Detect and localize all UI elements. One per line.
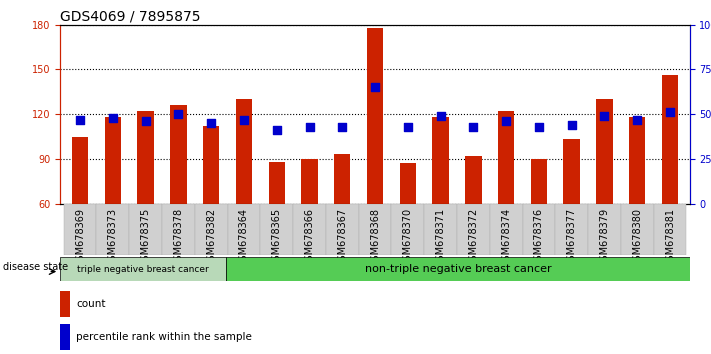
Text: GSM678377: GSM678377 — [567, 208, 577, 267]
Bar — [621, 204, 653, 255]
Text: GSM678369: GSM678369 — [75, 208, 85, 267]
Bar — [228, 204, 260, 255]
Bar — [226, 257, 690, 281]
Bar — [465, 156, 481, 204]
Point — [173, 111, 184, 117]
Text: triple negative breast cancer: triple negative breast cancer — [77, 264, 209, 274]
Text: GSM678379: GSM678379 — [599, 208, 609, 267]
Text: disease state: disease state — [3, 262, 68, 272]
Bar — [269, 162, 285, 204]
Bar — [64, 204, 97, 255]
Text: GSM678378: GSM678378 — [173, 208, 183, 267]
Bar — [60, 324, 70, 350]
Point — [402, 124, 414, 130]
Text: GSM678374: GSM678374 — [501, 208, 511, 267]
Bar — [424, 204, 457, 255]
Text: GSM678375: GSM678375 — [141, 208, 151, 267]
Point — [271, 127, 282, 133]
Bar — [530, 159, 547, 204]
Text: GSM678381: GSM678381 — [665, 208, 675, 267]
Point — [533, 124, 545, 130]
Bar — [564, 139, 580, 204]
Bar — [400, 163, 416, 204]
Point — [107, 115, 119, 121]
Point — [336, 124, 348, 130]
Text: count: count — [76, 299, 106, 309]
Point — [664, 109, 675, 115]
Bar — [60, 291, 70, 317]
Text: GSM678366: GSM678366 — [304, 208, 314, 267]
Bar — [236, 99, 252, 204]
Bar — [260, 204, 293, 255]
Bar — [490, 204, 523, 255]
Bar — [72, 137, 88, 204]
Bar — [588, 204, 621, 255]
Bar — [597, 99, 613, 204]
Point — [468, 124, 479, 130]
Bar — [392, 204, 424, 255]
Point — [205, 120, 217, 126]
Point — [631, 117, 643, 122]
Text: percentile rank within the sample: percentile rank within the sample — [76, 332, 252, 342]
Bar — [203, 126, 220, 204]
Bar — [498, 111, 514, 204]
Bar — [97, 204, 129, 255]
Point — [140, 119, 151, 124]
Text: GSM678370: GSM678370 — [403, 208, 413, 267]
Bar — [367, 28, 383, 204]
Text: GSM678364: GSM678364 — [239, 208, 249, 267]
Bar — [105, 117, 121, 204]
Bar — [137, 111, 154, 204]
Point — [566, 122, 577, 128]
Text: GSM678376: GSM678376 — [534, 208, 544, 267]
Bar — [334, 154, 351, 204]
Bar — [662, 75, 678, 204]
Text: GSM678365: GSM678365 — [272, 208, 282, 267]
Point — [435, 113, 447, 119]
Bar — [129, 204, 162, 255]
Bar — [195, 204, 228, 255]
Text: GSM678372: GSM678372 — [469, 208, 479, 267]
Text: GSM678380: GSM678380 — [632, 208, 642, 267]
Text: GDS4069 / 7895875: GDS4069 / 7895875 — [60, 10, 201, 24]
Text: GSM678371: GSM678371 — [436, 208, 446, 267]
Point — [304, 124, 315, 130]
Point — [599, 113, 610, 119]
Text: GSM678373: GSM678373 — [108, 208, 118, 267]
Bar — [432, 117, 449, 204]
Point — [75, 117, 86, 122]
Bar — [162, 204, 195, 255]
Bar — [523, 204, 555, 255]
Bar — [170, 105, 186, 204]
Text: GSM678367: GSM678367 — [337, 208, 347, 267]
Bar — [358, 204, 392, 255]
Text: GSM678368: GSM678368 — [370, 208, 380, 267]
Bar — [60, 257, 226, 281]
Text: GSM678382: GSM678382 — [206, 208, 216, 267]
Point — [369, 85, 380, 90]
Bar — [555, 204, 588, 255]
Point — [501, 119, 512, 124]
Bar — [326, 204, 358, 255]
Point — [238, 117, 250, 122]
Bar — [293, 204, 326, 255]
Bar — [457, 204, 490, 255]
Bar — [301, 159, 318, 204]
Text: non-triple negative breast cancer: non-triple negative breast cancer — [365, 264, 551, 274]
Bar — [629, 117, 646, 204]
Bar — [653, 204, 686, 255]
